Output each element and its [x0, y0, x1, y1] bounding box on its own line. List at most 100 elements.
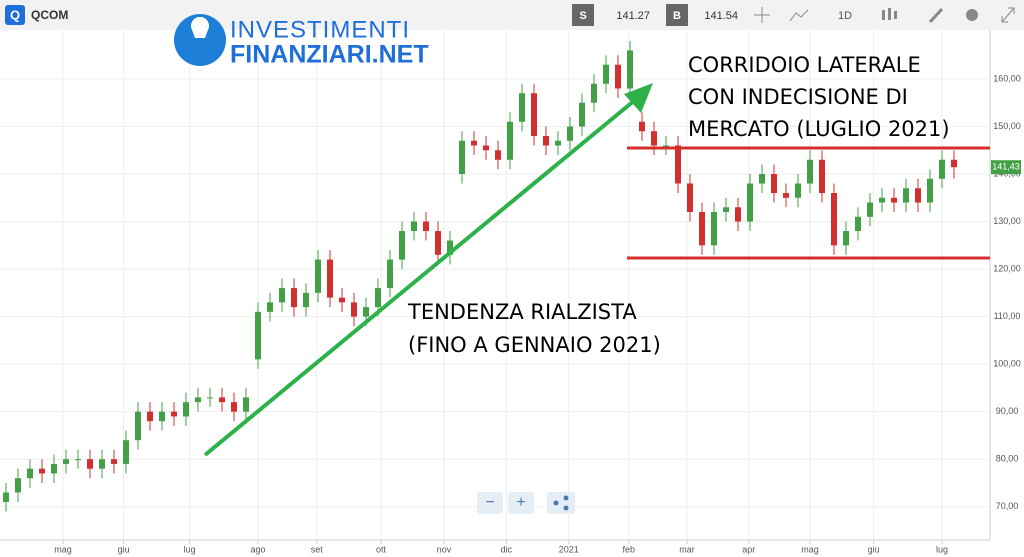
share-icon	[553, 495, 569, 511]
trend-arrow	[203, 98, 637, 457]
candle-body	[411, 221, 417, 232]
draw-button[interactable]	[928, 7, 944, 24]
fullscreen-button[interactable]	[1001, 7, 1015, 23]
candle-body	[255, 311, 261, 360]
indicators-button[interactable]	[882, 8, 897, 20]
candle-body	[423, 221, 429, 232]
candle-body	[639, 121, 645, 132]
annotation: CON INDECISIONE DI	[688, 85, 908, 109]
candle-body	[243, 397, 249, 412]
candle-body	[687, 183, 693, 213]
candle-body	[759, 174, 765, 184]
candle-body	[783, 193, 789, 198]
symbol-icon	[5, 5, 25, 25]
share[interactable]	[547, 492, 575, 514]
candle-body	[435, 231, 441, 255]
candle-body	[171, 411, 177, 417]
annotation: MERCATO (LUGLIO 2021)	[688, 117, 950, 141]
candle-body	[471, 140, 477, 146]
candle-body	[351, 302, 357, 317]
annotation: CORRIDOIO LATERALE	[688, 53, 921, 77]
candle-body	[555, 140, 561, 146]
candle-body	[699, 212, 705, 246]
sell-button[interactable]	[572, 4, 594, 26]
candle-body	[735, 207, 741, 222]
candle-body	[387, 259, 393, 289]
x-tick-label: set	[311, 544, 324, 554]
annotation: (FINO A GENNAIO 2021)	[408, 333, 661, 357]
crosshair-button[interactable]	[754, 7, 770, 23]
arrow-head	[624, 83, 653, 113]
buy-price: 141.54	[704, 10, 738, 22]
candle-body	[195, 397, 201, 403]
x-tick-label: mag	[801, 544, 819, 554]
y-tick-label: 160,00	[993, 73, 1021, 83]
candle-body	[531, 93, 537, 136]
candle-body	[903, 188, 909, 203]
candle-body	[891, 197, 897, 203]
x-tick-label: ott	[376, 544, 387, 554]
y-tick-label: 90,00	[996, 406, 1019, 416]
settings-button[interactable]	[966, 9, 978, 21]
candle-body	[135, 411, 141, 441]
candle-body	[51, 463, 57, 474]
symbol[interactable]: QCOM	[31, 8, 68, 22]
candle-body	[87, 459, 93, 469]
buy-label: B	[673, 10, 681, 22]
zoom-in-icon: +	[516, 494, 525, 511]
candle-body	[543, 135, 549, 146]
y-tick-label: 150,00	[993, 121, 1021, 131]
x-tick-label: giu	[118, 544, 130, 554]
candle-body	[591, 83, 597, 103]
candle-body	[363, 307, 369, 317]
candle-body	[99, 459, 105, 469]
candle-body	[615, 64, 621, 89]
candle-body	[567, 126, 573, 141]
x-tick-label: lug	[184, 544, 196, 554]
y-tick-label: 70,00	[996, 501, 1019, 511]
candle-body	[459, 140, 465, 175]
candle-body	[159, 411, 165, 422]
candle-body	[63, 459, 69, 464]
zoom-out[interactable]	[477, 492, 503, 514]
candle-body	[123, 440, 129, 464]
toolbar	[0, 0, 1024, 30]
buy-button[interactable]	[666, 4, 688, 26]
candle-body	[747, 183, 753, 222]
x-tick-label: apr	[742, 544, 755, 554]
candle-body	[483, 145, 489, 151]
y-tick-label: 130,00	[993, 216, 1021, 226]
candle-body	[651, 131, 657, 146]
sell-price: 141.27	[616, 10, 650, 22]
candle-body	[771, 174, 777, 194]
candle-body	[603, 64, 609, 84]
zoom-in[interactable]	[508, 492, 534, 514]
x-tick-label: mag	[54, 544, 72, 554]
candle-body	[723, 207, 729, 213]
chart-type-button[interactable]	[789, 9, 809, 22]
interval[interactable]: 1D	[838, 10, 852, 22]
candle-body	[279, 288, 285, 303]
candle-body	[39, 468, 45, 474]
candle-body	[111, 459, 117, 464]
candle-body	[819, 159, 825, 194]
logo-bulb	[191, 16, 210, 38]
candle-body	[231, 402, 237, 412]
x-tick-label: ago	[250, 544, 265, 554]
last-price-label: 141,43	[992, 162, 1020, 172]
candle-body	[627, 50, 633, 89]
candle-body	[3, 492, 9, 502]
y-tick-label: 110,00	[994, 311, 1021, 321]
candle-body	[303, 292, 309, 308]
candle-body	[495, 150, 501, 160]
candle-body	[855, 216, 861, 232]
logo-line2: FINANZIARI.NET	[230, 41, 429, 69]
x-tick-label: dic	[501, 544, 513, 554]
candle-body	[711, 212, 717, 246]
candle-body	[315, 259, 321, 293]
candle-body	[291, 288, 297, 308]
annotation: TENDENZA RIALZISTA	[407, 300, 637, 324]
